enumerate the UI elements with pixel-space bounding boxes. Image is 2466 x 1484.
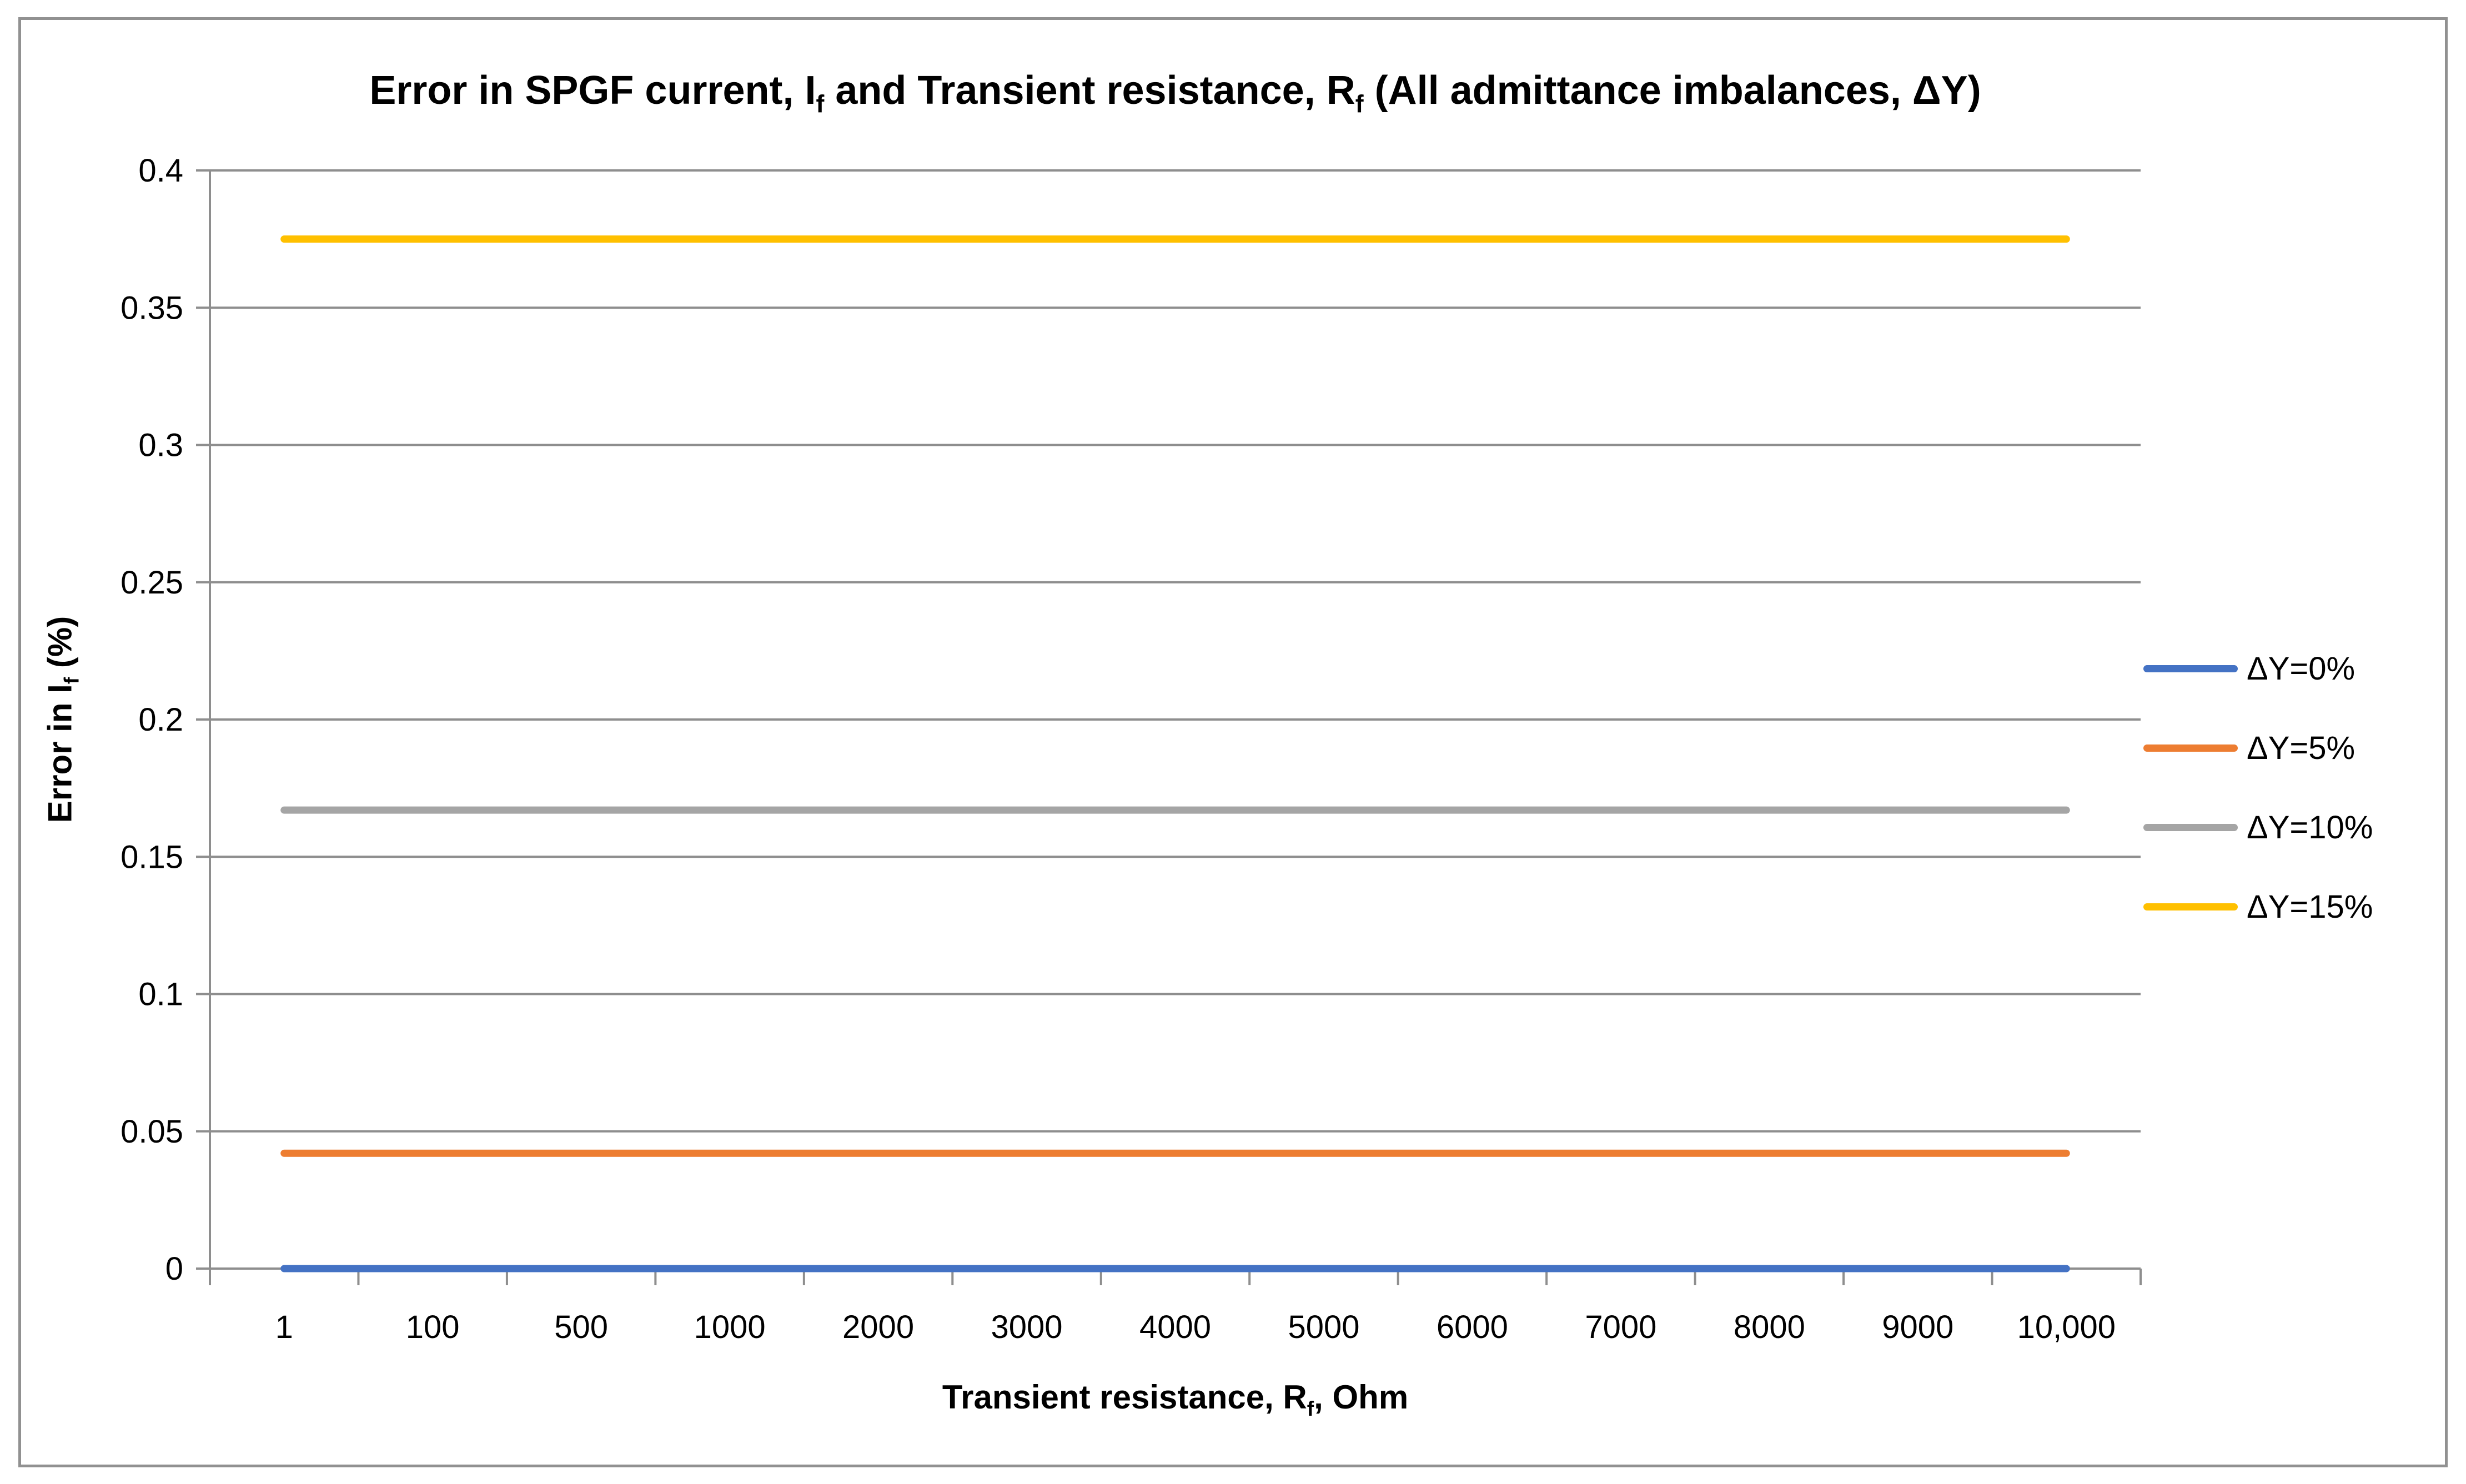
x-tick-label: 500 <box>554 1309 608 1345</box>
x-tick-label: 6000 <box>1437 1309 1508 1345</box>
x-tick-label: 1000 <box>694 1309 766 1345</box>
x-axis-title-text: , Ohm <box>1314 1379 1409 1416</box>
x-tick-label: 2000 <box>842 1309 914 1345</box>
y-tick-label: 0.1 <box>138 977 183 1013</box>
y-tick-label: 0.3 <box>138 427 183 464</box>
x-tick-label: 5000 <box>1288 1309 1359 1345</box>
y-axis-title-text: (%) <box>41 616 79 677</box>
x-axis-title: Transient resistance, Rf, Ohm <box>210 1378 2141 1421</box>
y-tick-label: 0.35 <box>120 290 183 326</box>
legend: ΔY=0% ΔY=5% ΔY=10% ΔY=15% <box>2143 629 2373 947</box>
x-axis-title-text: Transient resistance, R <box>942 1379 1307 1416</box>
legend-item: ΔY=0% <box>2143 629 2373 708</box>
y-axis-title-sub-f: f <box>59 677 83 685</box>
x-tick-label: 9000 <box>1882 1309 1953 1345</box>
chart-title-sub-f: f <box>1355 90 1364 118</box>
legend-swatch-icon <box>2143 665 2238 672</box>
legend-item: ΔY=15% <box>2143 867 2373 947</box>
legend-label: ΔY=15% <box>2247 889 2373 925</box>
y-tick-label: 0.15 <box>120 839 183 875</box>
legend-swatch-icon <box>2143 744 2238 752</box>
x-tick-label: 10,000 <box>2017 1309 2116 1345</box>
chart-title-text: Error in SPGF current, I <box>369 68 816 113</box>
y-tick-label: 0 <box>165 1251 183 1287</box>
legend-item: ΔY=5% <box>2143 708 2373 788</box>
y-tick-label: 0.2 <box>138 702 183 738</box>
x-tick-label: 4000 <box>1139 1309 1211 1345</box>
chart-border <box>18 17 2448 1467</box>
x-tick-label: 100 <box>406 1309 460 1345</box>
chart-title-text: (All admittance imbalances, ΔY) <box>1363 68 1981 113</box>
legend-item: ΔY=10% <box>2143 788 2373 867</box>
x-tick-label: 3000 <box>991 1309 1063 1345</box>
x-tick-label: 8000 <box>1734 1309 1805 1345</box>
legend-swatch-icon <box>2143 903 2238 910</box>
chart-title: Error in SPGF current, If and Transient … <box>210 68 2141 118</box>
chart-title-text: and Transient resistance, R <box>824 68 1355 113</box>
y-axis-title-text: Error in I <box>41 684 79 823</box>
y-axis-title: Error in If (%) <box>41 616 84 823</box>
y-tick-label: 0.05 <box>120 1114 183 1150</box>
x-tick-label: 1 <box>275 1309 293 1345</box>
x-axis-title-sub-f: f <box>1307 1397 1314 1420</box>
legend-label: ΔY=10% <box>2247 809 2373 846</box>
y-tick-label: 0.4 <box>138 153 183 189</box>
legend-swatch-icon <box>2143 824 2238 831</box>
x-tick-label: 7000 <box>1585 1309 1656 1345</box>
chart-title-sub-f: f <box>816 90 825 118</box>
legend-label: ΔY=5% <box>2247 730 2355 766</box>
y-tick-label: 0.25 <box>120 565 183 601</box>
legend-label: ΔY=0% <box>2247 651 2355 687</box>
